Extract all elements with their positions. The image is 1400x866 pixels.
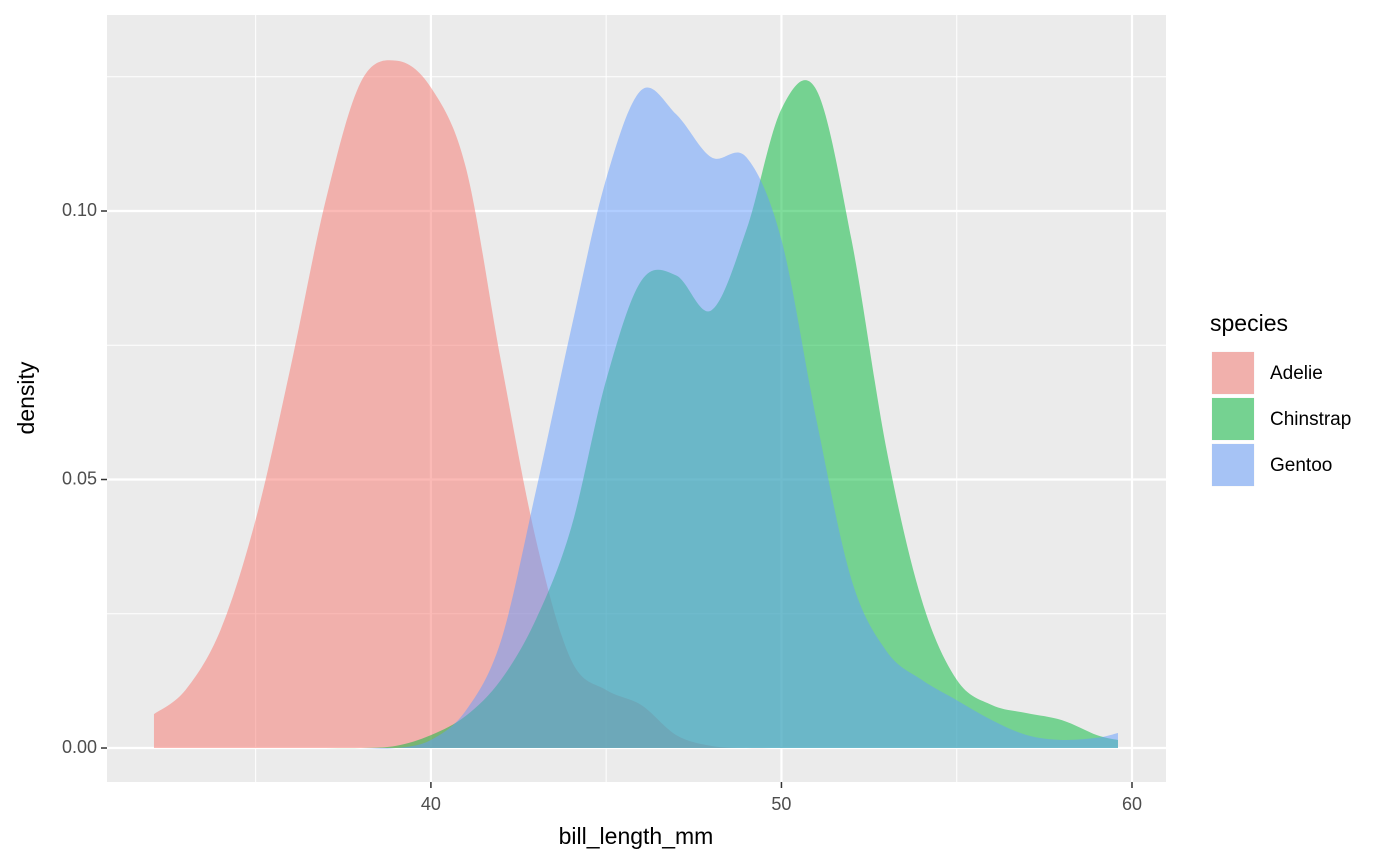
density-area [153,60,1118,749]
legend-key [1212,398,1254,440]
x-tick-label: 50 [771,794,791,814]
y-tick-label: 0.10 [62,200,97,220]
x-axis-title: bill_length_mm [559,823,714,849]
legend-key [1212,352,1254,394]
legend-label: Gentoo [1270,455,1332,476]
y-axis-title: density [13,361,39,434]
density-area [153,87,1118,749]
x-tick-label: 60 [1122,794,1142,814]
y-tick-label: 0.00 [62,737,97,757]
legend-key [1212,444,1254,486]
legend-title: species [1210,310,1288,336]
y-tick-label: 0.05 [62,468,97,488]
x-tick-label: 40 [421,794,441,814]
legend-label: Adelie [1270,363,1323,384]
legend-label: Chinstrap [1270,409,1351,430]
